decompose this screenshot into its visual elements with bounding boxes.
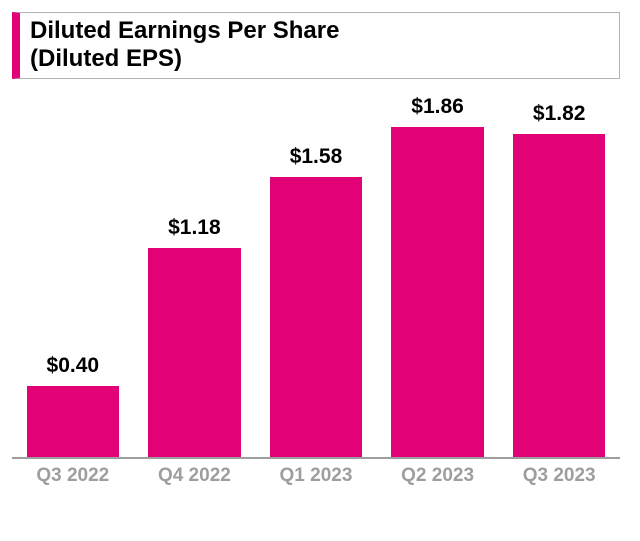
bar [513,134,605,457]
x-axis-label: Q4 2022 [134,465,256,487]
bar [27,386,119,457]
x-axis-label: Q3 2022 [12,465,134,487]
bar [391,127,483,457]
bar-value-label: $1.18 [168,216,221,240]
bar-column: $1.58 [255,89,377,457]
bar-value-label: $1.82 [533,102,586,126]
bar-value-label: $0.40 [47,354,100,378]
bar [148,248,240,457]
chart-title-line-1: Diluted Earnings Per Share [30,17,609,45]
x-axis-label: Q3 2023 [498,465,620,487]
chart-title-line-2: (Diluted EPS) [30,45,609,73]
x-axis: Q3 2022Q4 2022Q1 2023Q2 2023Q3 2023 [12,465,620,487]
bar-value-label: $1.58 [290,145,343,169]
bar-column: $1.82 [498,89,620,457]
chart-container: $0.40 $1.18 $1.58 $1.86 $1.82 Q3 2022Q4 2022… [12,89,620,487]
bar [270,177,362,457]
bar-column: $0.40 [12,89,134,457]
bar-value-label: $1.86 [411,95,464,119]
bar-column: $1.18 [134,89,256,457]
chart-title-box: Diluted Earnings Per Share (Diluted EPS) [12,12,620,79]
bar-chart: $0.40 $1.18 $1.58 $1.86 $1.82 [12,89,620,459]
bar-column: $1.86 [377,89,499,457]
x-axis-label: Q1 2023 [255,465,377,487]
x-axis-label: Q2 2023 [377,465,499,487]
